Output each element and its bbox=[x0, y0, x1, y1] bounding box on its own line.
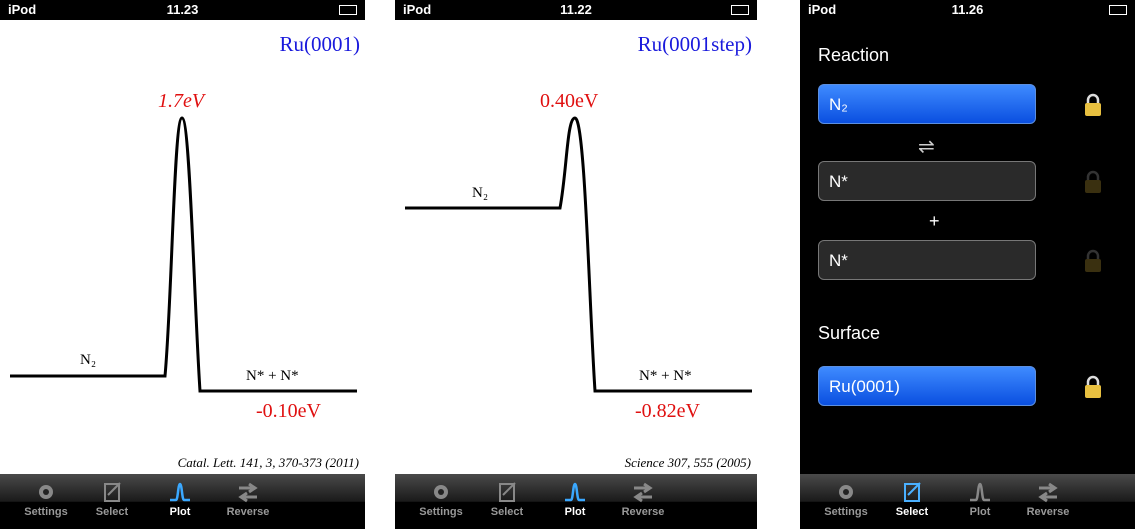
tab-bar: Settings Select Plot Reverse bbox=[800, 474, 1135, 529]
lock-icon[interactable] bbox=[1083, 375, 1103, 399]
surface-field[interactable]: Ru(0001) bbox=[818, 366, 1036, 406]
plot-screen: iPod 11.23 Ru(0001) 1.7eV N₂ N* + N* -0.… bbox=[0, 0, 365, 529]
tab-icon bbox=[1036, 480, 1060, 504]
status-bar: iPod 11.26 bbox=[800, 0, 1135, 20]
select-screen: iPod 11.26 Reaction N₂ ⇌ N* + N* Surface… bbox=[800, 0, 1135, 529]
tab-label: Select bbox=[491, 506, 523, 518]
tab[interactable]: Plot bbox=[948, 474, 1012, 529]
final-energy: -0.82eV bbox=[635, 400, 700, 423]
tab[interactable]: Settings bbox=[814, 474, 878, 529]
tab-bar: Settings Select Plot Reverse bbox=[0, 474, 365, 529]
tab-label: Plot bbox=[970, 506, 991, 518]
final-state: N* + N* bbox=[246, 368, 299, 385]
tab[interactable]: Select bbox=[80, 474, 144, 529]
tab-icon bbox=[900, 480, 924, 504]
lock-icon[interactable] bbox=[1083, 249, 1103, 273]
tab-label: Reverse bbox=[1027, 506, 1070, 518]
citation: Science 307, 555 (2005) bbox=[625, 455, 751, 471]
tab-bar: Settings Select Plot Reverse bbox=[395, 474, 757, 529]
final-state: N* + N* bbox=[639, 368, 692, 385]
tab-icon bbox=[495, 480, 519, 504]
lock-icon[interactable] bbox=[1083, 93, 1103, 117]
reactant-field[interactable]: N₂ bbox=[818, 84, 1036, 124]
tab-icon bbox=[168, 480, 192, 504]
tab-label: Settings bbox=[419, 506, 462, 518]
final-energy: -0.10eV bbox=[256, 400, 321, 423]
tab-icon bbox=[631, 480, 655, 504]
tab[interactable]: Select bbox=[475, 474, 539, 529]
tab-icon bbox=[429, 480, 453, 504]
citation: Catal. Lett. 141, 3, 370-373 (2011) bbox=[178, 455, 359, 471]
tab-icon bbox=[236, 480, 260, 504]
energy-curve bbox=[395, 0, 757, 474]
tab-label: Reverse bbox=[622, 506, 665, 518]
clock: 11.26 bbox=[800, 2, 1135, 17]
tab-label: Select bbox=[896, 506, 928, 518]
tab-icon bbox=[968, 480, 992, 504]
tab[interactable]: Reverse bbox=[611, 474, 675, 529]
tab-label: Settings bbox=[824, 506, 867, 518]
section-label: Reaction bbox=[818, 45, 889, 66]
section-label: Surface bbox=[818, 323, 880, 344]
lock-icon[interactable] bbox=[1083, 170, 1103, 194]
tab[interactable]: Plot bbox=[543, 474, 607, 529]
tab-icon bbox=[563, 480, 587, 504]
tab-icon bbox=[834, 480, 858, 504]
page: {"screens": [ {"status": {"carrier": "iP… bbox=[0, 0, 1135, 529]
tab[interactable]: Settings bbox=[14, 474, 78, 529]
tab[interactable]: Reverse bbox=[216, 474, 280, 529]
tab[interactable]: Settings bbox=[409, 474, 473, 529]
plus-sign: + bbox=[929, 211, 940, 232]
plot-screen: iPod 11.22 Ru(0001step) 0.40eV N₂ N* + N… bbox=[395, 0, 757, 529]
tab-label: Plot bbox=[565, 506, 586, 518]
tab[interactable]: Select bbox=[880, 474, 944, 529]
tab[interactable]: Reverse bbox=[1016, 474, 1080, 529]
battery bbox=[1109, 5, 1127, 15]
product-field[interactable]: N* bbox=[818, 240, 1036, 280]
initial-state: N₂ bbox=[80, 352, 96, 369]
product-field[interactable]: N* bbox=[818, 161, 1036, 201]
tab-label: Select bbox=[96, 506, 128, 518]
tab[interactable]: Plot bbox=[148, 474, 212, 529]
tab-label: Settings bbox=[24, 506, 67, 518]
tab-label: Plot bbox=[170, 506, 191, 518]
equilibrium-arrow: ⇌ bbox=[918, 134, 935, 159]
initial-state: N₂ bbox=[472, 185, 488, 202]
tab-icon bbox=[100, 480, 124, 504]
tab-label: Reverse bbox=[227, 506, 270, 518]
tab-icon bbox=[34, 480, 58, 504]
